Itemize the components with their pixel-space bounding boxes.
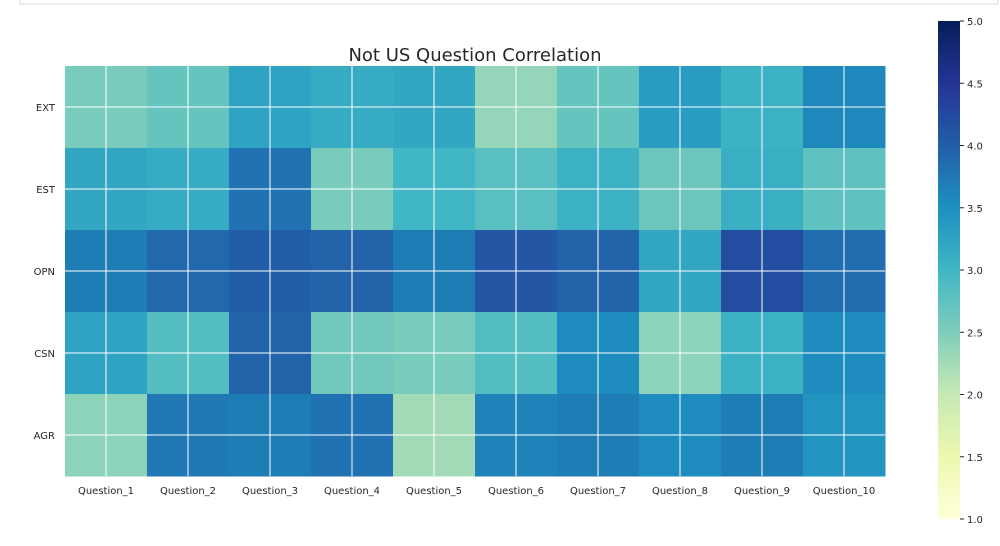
y-tick-labels: EXT EST OPN CSN AGR: [34, 103, 56, 442]
colorbar-tick-label: 2.5: [967, 328, 983, 339]
colorbar-tick-label: 1.5: [967, 453, 983, 464]
colorbar-ticks: 1.0 1.5 2.0 2.5 3.0 3.5 4.0 4.5 5.0: [960, 17, 983, 526]
colorbar-tick-label: 3.5: [967, 204, 983, 215]
colorbar-tick-label: 2.0: [967, 391, 983, 402]
colorbar: [938, 21, 960, 519]
x-tick-label: Question_4: [324, 486, 380, 497]
x-tick-label: Question_1: [78, 486, 134, 497]
x-tick-label: Question_10: [813, 486, 875, 497]
x-tick-label: Question_7: [570, 486, 626, 497]
colorbar-tick-label: 5.0: [967, 17, 983, 28]
x-tick-label: Question_5: [406, 486, 462, 497]
x-tick-label: Question_2: [160, 486, 216, 497]
x-tick-labels: Question_1 Question_2 Question_3 Question_4…: [78, 486, 875, 497]
colorbar-tick-label: 1.0: [967, 515, 983, 526]
chart-title: Not US Question Correlation: [348, 45, 601, 66]
x-tick-label: Question_3: [242, 486, 298, 497]
x-tick-label: Question_9: [734, 486, 790, 497]
colorbar-tick-label: 4.5: [967, 79, 983, 90]
grid-lines: [65, 66, 885, 476]
x-tick-label: Question_6: [488, 486, 544, 497]
y-tick-label: CSN: [34, 349, 55, 360]
y-tick-label: EST: [36, 185, 56, 196]
colorbar-tick-label: 3.0: [967, 266, 983, 277]
y-tick-label: EXT: [36, 103, 56, 114]
x-tick-label: Question_8: [652, 486, 708, 497]
y-tick-label: AGR: [34, 431, 55, 442]
top-border-strip: [19, 0, 999, 5]
y-tick-label: OPN: [34, 267, 55, 278]
colorbar-tick-label: 4.0: [967, 142, 983, 153]
